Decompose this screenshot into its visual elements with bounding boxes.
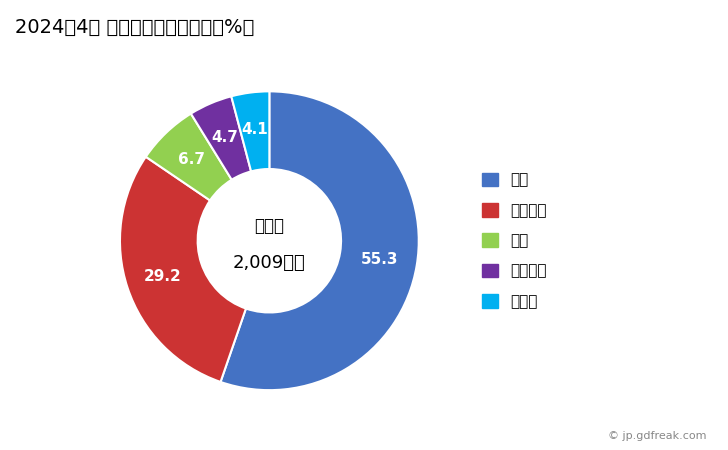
- Text: 4.1: 4.1: [242, 122, 269, 137]
- Wedge shape: [232, 91, 269, 171]
- Text: 55.3: 55.3: [361, 252, 399, 267]
- Text: 6.7: 6.7: [178, 152, 205, 167]
- Wedge shape: [146, 113, 232, 200]
- Legend: 中国, ベトナム, タイ, イタリア, その他: 中国, ベトナム, タイ, イタリア, その他: [483, 172, 547, 309]
- Text: 4.7: 4.7: [212, 130, 239, 145]
- Wedge shape: [221, 91, 419, 390]
- Wedge shape: [120, 157, 246, 382]
- Text: © jp.gdfreak.com: © jp.gdfreak.com: [608, 431, 706, 441]
- Text: 2,009万円: 2,009万円: [233, 254, 306, 272]
- Wedge shape: [191, 96, 251, 180]
- Text: 総　額: 総 額: [254, 217, 285, 235]
- Text: 29.2: 29.2: [144, 269, 182, 284]
- Text: 2024年4月 輸出相手国のシェア（%）: 2024年4月 輸出相手国のシェア（%）: [15, 18, 254, 37]
